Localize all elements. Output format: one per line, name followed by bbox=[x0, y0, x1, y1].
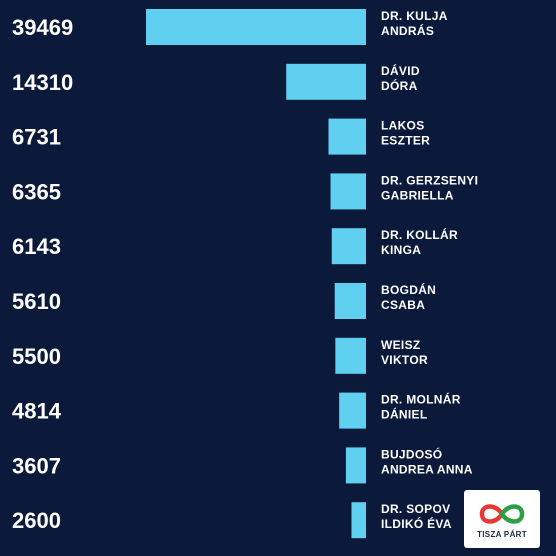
category-label: BUJDOSÓ ANDREA ANNA bbox=[381, 446, 473, 476]
bar bbox=[335, 337, 366, 374]
bar bbox=[328, 118, 366, 155]
category-label: DR. KOLLÁR KINGA bbox=[381, 227, 458, 257]
bar bbox=[330, 173, 366, 210]
logo-text: TISZA PÁRT bbox=[477, 529, 527, 539]
value-label: 6365 bbox=[12, 179, 61, 204]
bar bbox=[331, 228, 366, 265]
category-label: DÁVID DÓRA bbox=[381, 63, 420, 93]
value-label: 14310 bbox=[12, 70, 73, 95]
bar bbox=[345, 447, 366, 484]
bar bbox=[334, 283, 366, 319]
value-label: 6143 bbox=[12, 234, 61, 259]
value-label: 5610 bbox=[12, 289, 61, 314]
category-label: DR. SOPOV ILDIKÓ ÉVA bbox=[381, 502, 452, 531]
value-label: 2600 bbox=[12, 508, 61, 533]
value-label: 3607 bbox=[12, 453, 61, 478]
bar bbox=[286, 63, 366, 100]
category-label: WEISZ VIKTOR bbox=[381, 338, 428, 367]
category-label: LAKOS ESZTER bbox=[381, 119, 430, 148]
category-label: DR. GERZSENYI GABRIELLA bbox=[381, 173, 478, 202]
bar bbox=[146, 9, 366, 45]
value-label: 39469 bbox=[12, 15, 73, 40]
bar bbox=[339, 392, 366, 429]
category-label: BOGDÁN CSABA bbox=[381, 282, 436, 312]
value-label: 5500 bbox=[12, 344, 61, 369]
bar bbox=[351, 502, 366, 539]
infinity-logo-icon bbox=[479, 503, 525, 524]
category-label: DR. MOLNÁR DÁNIEL bbox=[381, 392, 461, 422]
tisza-part-logo: TISZA PÁRT bbox=[464, 490, 540, 548]
value-label: 6731 bbox=[12, 125, 61, 150]
value-label: 4814 bbox=[12, 399, 62, 424]
category-label: DR. KULJA ANDRÁS bbox=[381, 9, 448, 38]
